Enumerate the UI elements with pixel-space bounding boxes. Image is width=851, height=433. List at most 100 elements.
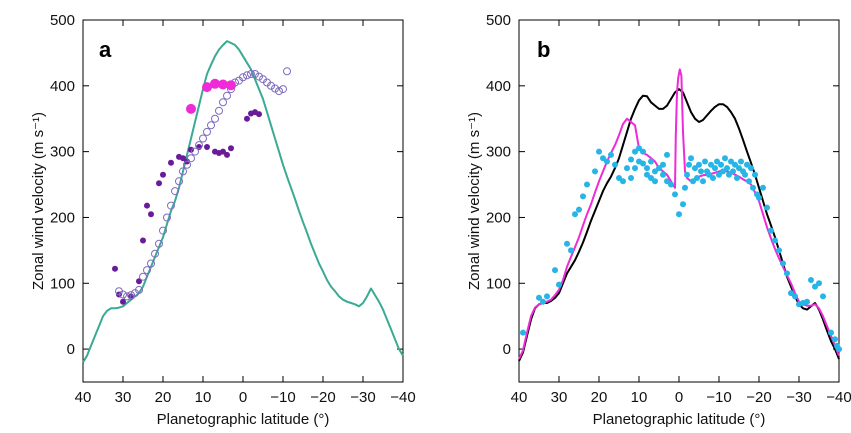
data-point [556, 281, 562, 288]
series-line-0 [82, 40, 404, 363]
x-tick-label: 30 [115, 389, 132, 406]
data-point [540, 298, 546, 305]
y-tick-label: 200 [50, 209, 75, 226]
data-point [628, 175, 634, 181]
x-axis-label: Planetographic latitude (°) [593, 411, 766, 428]
x-tick-label: 40 [511, 389, 528, 406]
data-point [255, 72, 263, 81]
series-group [518, 68, 842, 362]
data-point [694, 175, 700, 181]
data-point [752, 171, 758, 178]
data-point [271, 84, 279, 93]
x-tick-label: 10 [195, 389, 212, 406]
panel-label: b [537, 37, 550, 62]
data-point [163, 213, 171, 222]
data-point [836, 346, 842, 353]
data-point [112, 265, 118, 272]
data-point [710, 175, 716, 181]
data-point [167, 201, 175, 210]
x-tick-label: −20 [746, 389, 771, 406]
x-tick-label: −20 [310, 389, 335, 406]
y-tick-label: 200 [486, 209, 511, 226]
panel-label: a [99, 37, 112, 62]
data-point [187, 154, 195, 163]
data-point [188, 146, 194, 153]
data-point [179, 167, 187, 176]
data-point [279, 85, 287, 94]
data-point [676, 211, 682, 218]
data-point [718, 161, 724, 168]
data-point [183, 160, 191, 169]
data-point [680, 201, 686, 208]
data-point [700, 178, 706, 185]
data-point [275, 87, 283, 96]
data-point [768, 227, 774, 234]
data-point [267, 81, 275, 90]
data-point [750, 184, 756, 191]
data-point [155, 239, 163, 248]
data-point [644, 165, 650, 172]
data-point [616, 175, 622, 181]
data-point [640, 148, 646, 155]
data-point [604, 158, 610, 165]
data-point [256, 111, 262, 118]
y-axis-label: Zonal wind velocity (m s⁻¹) [466, 112, 483, 290]
x-tick-label: 10 [631, 389, 648, 406]
data-point [143, 266, 151, 275]
data-point [211, 114, 219, 123]
data-point [636, 145, 642, 152]
data-point [156, 180, 162, 187]
data-point [660, 171, 666, 178]
data-point [536, 294, 542, 301]
data-point [804, 298, 810, 305]
x-tick-label: 0 [675, 389, 683, 406]
y-tick-label: 0 [67, 341, 75, 358]
data-point [828, 329, 834, 336]
data-point [724, 165, 730, 172]
data-point [228, 145, 234, 152]
y-tick-label: 100 [486, 275, 511, 292]
data-point [690, 178, 696, 185]
x-tick-label: 20 [591, 389, 608, 406]
data-point [660, 161, 666, 168]
data-point [191, 147, 199, 156]
data-point [552, 267, 558, 274]
data-point [726, 171, 732, 178]
x-axis-label: Planetographic latitude (°) [157, 411, 330, 428]
data-point [612, 161, 618, 168]
data-point [696, 161, 702, 168]
data-point [251, 70, 259, 78]
x-tick-label: −40 [390, 389, 415, 406]
y-tick-label: 400 [50, 78, 75, 95]
data-point [664, 151, 670, 158]
data-point [219, 98, 227, 107]
data-point [564, 240, 570, 247]
x-tick-label: −10 [270, 389, 295, 406]
data-point [123, 292, 131, 301]
data-point [652, 178, 658, 185]
data-point [644, 171, 650, 178]
data-point [812, 283, 818, 290]
data-point [140, 237, 146, 244]
data-point [224, 151, 230, 158]
data-point [204, 144, 210, 150]
y-tick-label: 100 [50, 275, 75, 292]
data-point [708, 161, 714, 168]
data-point [584, 181, 590, 188]
data-point [596, 148, 602, 155]
data-point [572, 211, 578, 218]
data-point [746, 178, 752, 185]
data-point [702, 158, 708, 165]
y-tick-label: 0 [503, 341, 511, 358]
data-point [120, 298, 126, 305]
data-point [712, 165, 718, 172]
data-point [738, 158, 744, 165]
data-point [600, 155, 606, 162]
data-point [732, 161, 738, 168]
data-point [186, 103, 196, 114]
data-point [127, 291, 135, 300]
